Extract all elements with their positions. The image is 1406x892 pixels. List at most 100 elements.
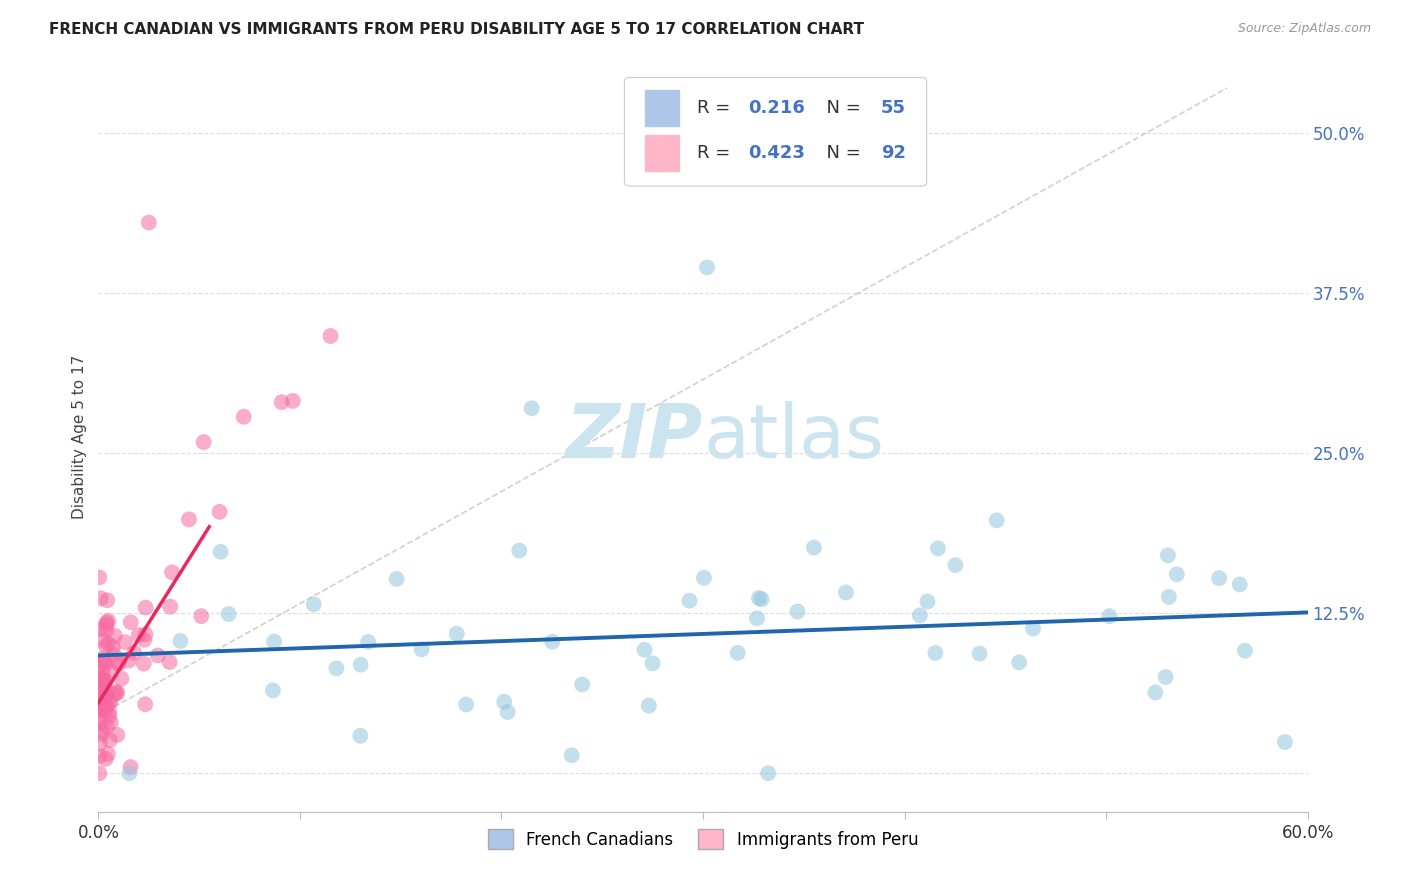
French Canadians: [1166, 567, 1188, 582]
Immigrants from Peru: [89, 693, 111, 707]
French Canadians: [924, 646, 946, 660]
French Canadians: [1229, 577, 1251, 591]
Immigrants from Peru: [91, 727, 114, 741]
Immigrants from Peru: [110, 672, 132, 686]
Immigrants from Peru: [94, 752, 117, 766]
French Canadians: [745, 611, 768, 625]
French Canadians: [1274, 735, 1296, 749]
Immigrants from Peru: [100, 664, 122, 678]
French Canadians: [696, 260, 718, 275]
French Canadians: [520, 401, 543, 416]
Immigrants from Peru: [93, 692, 115, 706]
Immigrants from Peru: [281, 393, 304, 408]
French Canadians: [169, 634, 191, 648]
French Canadians: [748, 591, 770, 605]
Text: atlas: atlas: [703, 401, 884, 474]
French Canadians: [1008, 656, 1031, 670]
French Canadians: [786, 605, 808, 619]
Immigrants from Peru: [91, 651, 114, 665]
Immigrants from Peru: [96, 719, 118, 733]
Immigrants from Peru: [93, 698, 115, 712]
Immigrants from Peru: [97, 614, 120, 628]
Bar: [645, 90, 679, 126]
French Canadians: [496, 705, 519, 719]
Immigrants from Peru: [89, 682, 111, 697]
Y-axis label: Disability Age 5 to 17: Disability Age 5 to 17: [72, 355, 87, 519]
Text: R =: R =: [697, 145, 735, 162]
Immigrants from Peru: [122, 646, 145, 660]
Immigrants from Peru: [98, 705, 121, 719]
Immigrants from Peru: [98, 733, 121, 747]
Immigrants from Peru: [319, 329, 342, 343]
Immigrants from Peru: [90, 677, 112, 691]
French Canadians: [1157, 590, 1180, 604]
Immigrants from Peru: [208, 505, 231, 519]
Immigrants from Peru: [91, 702, 114, 716]
Immigrants from Peru: [193, 435, 215, 450]
French Canadians: [633, 642, 655, 657]
Immigrants from Peru: [132, 657, 155, 671]
French Canadians: [262, 683, 284, 698]
French Canadians: [1144, 685, 1167, 699]
Immigrants from Peru: [89, 623, 111, 637]
French Canadians: [1022, 622, 1045, 636]
Immigrants from Peru: [146, 648, 169, 663]
Immigrants from Peru: [97, 747, 120, 761]
Immigrants from Peru: [128, 628, 150, 642]
French Canadians: [756, 766, 779, 780]
Immigrants from Peru: [134, 698, 156, 712]
Immigrants from Peru: [91, 633, 114, 648]
French Canadians: [349, 729, 371, 743]
Immigrants from Peru: [114, 635, 136, 649]
Immigrants from Peru: [89, 658, 111, 673]
Immigrants from Peru: [87, 672, 110, 686]
Text: FRENCH CANADIAN VS IMMIGRANTS FROM PERU DISABILITY AGE 5 TO 17 CORRELATION CHART: FRENCH CANADIAN VS IMMIGRANTS FROM PERU …: [49, 22, 865, 37]
French Canadians: [835, 585, 858, 599]
French Canadians: [571, 677, 593, 691]
Immigrants from Peru: [87, 673, 110, 688]
French Canadians: [986, 513, 1008, 527]
French Canadians: [349, 657, 371, 672]
Immigrants from Peru: [87, 714, 110, 728]
Immigrants from Peru: [90, 701, 112, 715]
French Canadians: [494, 695, 516, 709]
French Canadians: [1154, 670, 1177, 684]
French Canadians: [1157, 549, 1180, 563]
Immigrants from Peru: [91, 700, 114, 714]
French Canadians: [637, 698, 659, 713]
Immigrants from Peru: [90, 698, 112, 713]
Immigrants from Peru: [93, 655, 115, 669]
French Canadians: [969, 647, 991, 661]
Immigrants from Peru: [89, 749, 111, 764]
French Canadians: [357, 635, 380, 649]
Immigrants from Peru: [90, 591, 112, 606]
Immigrants from Peru: [97, 696, 120, 710]
Immigrants from Peru: [96, 688, 118, 702]
Immigrants from Peru: [87, 716, 110, 731]
French Canadians: [727, 646, 749, 660]
Immigrants from Peru: [98, 708, 121, 723]
Immigrants from Peru: [90, 723, 112, 738]
Immigrants from Peru: [91, 685, 114, 699]
French Canadians: [1208, 571, 1230, 585]
Immigrants from Peru: [138, 215, 160, 229]
French Canadians: [1098, 609, 1121, 624]
Immigrants from Peru: [97, 637, 120, 651]
Immigrants from Peru: [93, 699, 115, 714]
French Canadians: [456, 698, 478, 712]
Immigrants from Peru: [101, 640, 124, 654]
Text: 55: 55: [880, 99, 905, 117]
Immigrants from Peru: [96, 615, 118, 630]
French Canadians: [209, 545, 232, 559]
French Canadians: [218, 607, 240, 621]
Immigrants from Peru: [118, 654, 141, 668]
Immigrants from Peru: [159, 655, 181, 669]
Immigrants from Peru: [108, 657, 131, 671]
Immigrants from Peru: [105, 686, 128, 700]
Immigrants from Peru: [177, 512, 200, 526]
Immigrants from Peru: [104, 629, 127, 643]
Immigrants from Peru: [135, 600, 157, 615]
French Canadians: [641, 657, 664, 671]
French Canadians: [945, 558, 967, 573]
French Canadians: [302, 598, 325, 612]
